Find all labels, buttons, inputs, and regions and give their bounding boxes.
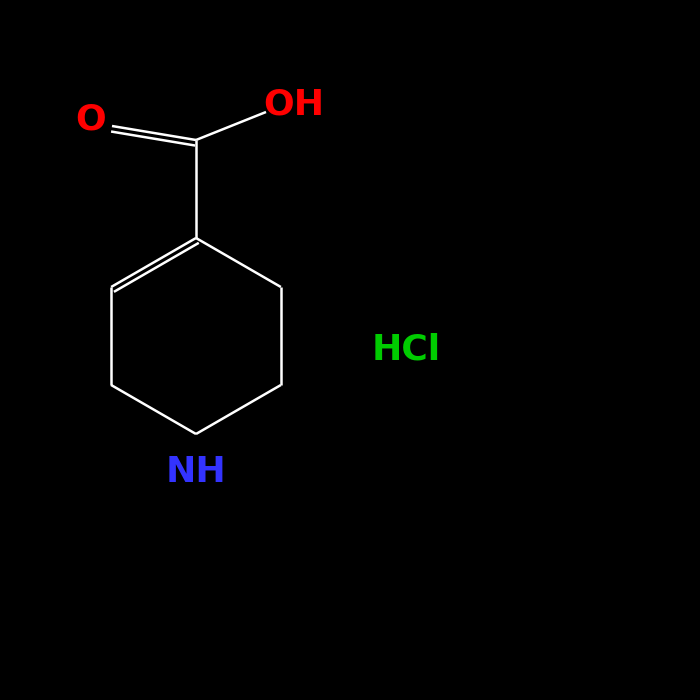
Text: OH: OH <box>263 88 325 122</box>
Text: HCl: HCl <box>372 333 440 367</box>
Text: NH: NH <box>166 456 226 489</box>
Text: O: O <box>76 102 106 136</box>
